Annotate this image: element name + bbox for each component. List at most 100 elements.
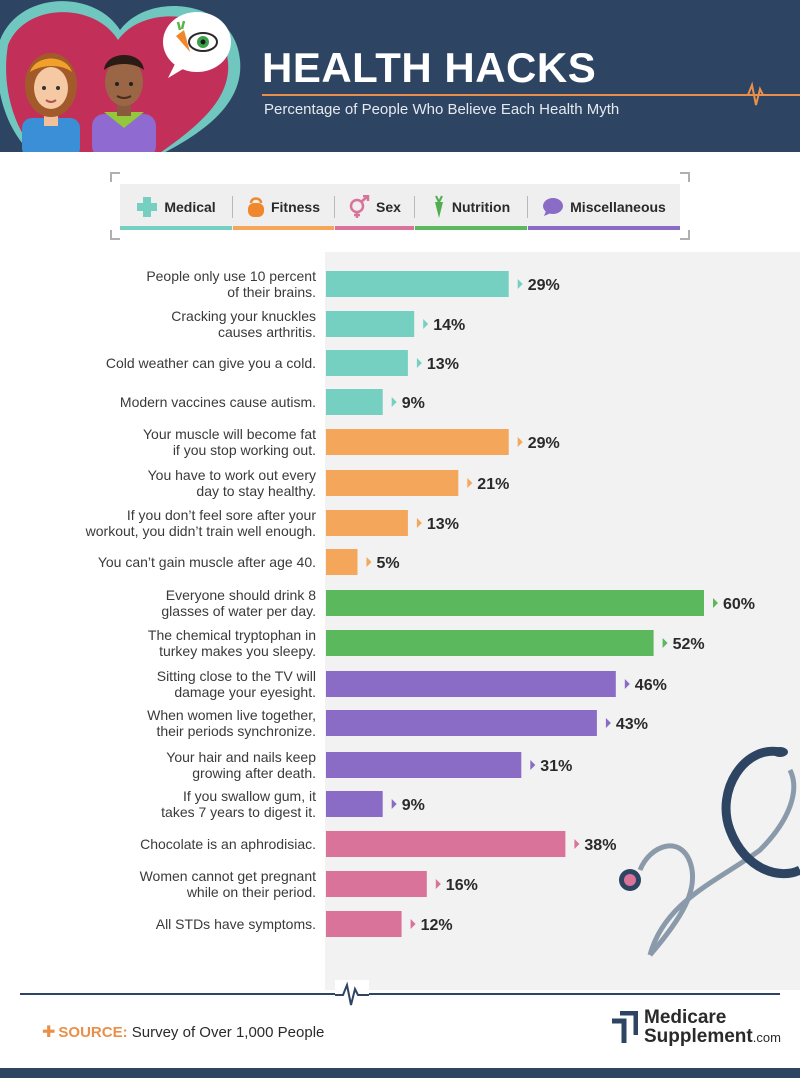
bar-pointer <box>416 518 422 528</box>
bar-pointer <box>713 598 718 608</box>
bar-group: 46% Sitting close to the TV will damage yo… <box>157 668 667 700</box>
bar-group: 9% If you swallow gum, it takes 7 years to… <box>161 788 425 820</box>
bar-pointer <box>517 279 523 289</box>
legend-item-nutrition: Nutrition <box>415 184 527 230</box>
thought-bubble <box>163 12 231 78</box>
heartbeat-pulse-icon <box>740 81 774 106</box>
data-label: 29% <box>528 435 560 452</box>
bar-group: 12% All STDs have symptoms. <box>156 911 453 937</box>
stethoscope-illustration <box>619 746 800 957</box>
legend-separator <box>232 196 233 218</box>
category-label: Sitting close to the TV will damage your … <box>157 668 316 700</box>
brand-logo: Medicare Supplement.com <box>610 1008 781 1047</box>
data-label: 5% <box>377 555 400 572</box>
data-label: 60% <box>723 596 755 613</box>
page-subtitle: Percentage of People Who Believe Each He… <box>264 101 620 118</box>
bar-pointer <box>423 319 429 329</box>
brand-text: Medicare Supplement.com <box>644 1008 781 1047</box>
category-label: People only use 10 percent of their brain… <box>146 268 316 300</box>
bar-group: 60% Everyone should drink 8 glasses of wat… <box>161 587 755 619</box>
gender-symbol-icon <box>349 195 370 218</box>
category-label: All STDs have symptoms. <box>156 916 316 932</box>
bar <box>326 630 654 656</box>
bar-group: 21% You have to work out every day to stay… <box>148 467 510 499</box>
carrot-icon <box>176 30 190 52</box>
header-banner: HEALTH HACKS Percentage of People Who Be… <box>0 0 800 152</box>
bar-pointer <box>391 397 397 407</box>
bar <box>326 791 383 817</box>
title-divider <box>262 94 800 96</box>
brand-line1: Medicare <box>644 1007 727 1028</box>
data-label: 29% <box>528 277 560 294</box>
category-label: You can’t gain muscle after age 40. <box>98 554 316 570</box>
category-label: Your hair and nails keep growing after de… <box>166 749 316 781</box>
bar-group: 14% Cracking your knuckles causes arthriti… <box>171 308 465 340</box>
bar <box>326 389 383 415</box>
footer-band <box>0 1068 800 1078</box>
data-label: 9% <box>402 395 425 412</box>
bar <box>326 510 408 536</box>
category-label: If you don’t feel sore after your workout… <box>85 507 317 539</box>
man-avatar <box>92 55 156 152</box>
category-label: The chemical tryptophan in turkey makes y… <box>148 627 316 659</box>
bar-group: 16% Women cannot get pregnant while on the… <box>140 868 478 900</box>
data-label: 13% <box>427 356 459 373</box>
data-label: 9% <box>402 797 425 814</box>
bar-group: 29% Your muscle will become fat if you sto… <box>143 426 560 458</box>
legend-item-medical: Medical <box>120 184 232 230</box>
category-label: You have to work out every day to stay he… <box>148 467 316 499</box>
bar <box>326 911 402 937</box>
bar-group: 43% When women live together, their period… <box>147 707 648 739</box>
category-label: Modern vaccines cause autism. <box>120 394 316 410</box>
data-label: 38% <box>584 837 616 854</box>
chart-legend: Medical Fitness Sex Nutrition Miscellane… <box>120 184 680 230</box>
bar <box>326 831 566 857</box>
legend-label: Medical <box>164 199 216 215</box>
bar <box>326 271 509 297</box>
brand-domain: .com <box>752 1030 781 1045</box>
legend-item-miscellaneous: Miscellaneous <box>528 184 680 230</box>
category-label: Women cannot get pregnant while on their … <box>140 868 317 900</box>
bar-pointer <box>624 679 630 689</box>
category-label: Cold weather can give you a cold. <box>106 355 316 371</box>
bar-pointer <box>391 799 397 809</box>
bar <box>326 671 616 697</box>
bar-pointer <box>410 919 416 929</box>
source-note: ✚ SOURCE: Survey of Over 1,000 People <box>42 1022 324 1042</box>
data-label: 52% <box>673 636 705 653</box>
plus-icon: ✚ <box>42 1024 56 1041</box>
bar <box>326 590 704 616</box>
bar <box>326 871 427 897</box>
bar <box>326 710 597 736</box>
data-label: 16% <box>446 877 478 894</box>
kettlebell-icon <box>247 197 264 217</box>
bar-pointer <box>416 358 422 368</box>
legend-separator <box>414 196 415 218</box>
bar-group: 13% If you don’t feel sore after your work… <box>85 507 459 539</box>
bar-group: 9% Modern vaccines cause autism. <box>120 389 425 415</box>
data-label: 12% <box>421 917 453 934</box>
bar-pointer <box>366 557 372 567</box>
category-label: Your muscle will become fat if you stop w… <box>143 426 316 458</box>
category-label: Everyone should drink 8 glasses of water … <box>161 587 316 619</box>
data-label: 21% <box>477 476 509 493</box>
legend-label: Nutrition <box>451 199 511 215</box>
bar <box>326 350 408 376</box>
medical-cross-icon <box>137 197 158 217</box>
data-label: 43% <box>616 716 648 733</box>
bar-group: 13% Cold weather can give you a cold. <box>106 350 459 376</box>
category-label: If you swallow gum, it takes 7 years to d… <box>161 788 316 820</box>
legend-separator <box>527 196 528 218</box>
speech-bubble-icon <box>543 198 564 216</box>
bar-pointer <box>662 638 668 648</box>
category-label: Cracking your knuckles causes arthritis. <box>171 308 316 340</box>
bar-pointer <box>517 437 523 447</box>
bar-pointer <box>530 760 536 770</box>
legend-item-sex: Sex <box>335 184 414 230</box>
bar-chart: 29% People only use 10 percent of their br… <box>85 268 800 957</box>
legend-label: Miscellaneous <box>570 199 666 215</box>
bar-pointer <box>435 879 441 889</box>
woman-avatar <box>22 53 80 152</box>
bar <box>326 311 415 337</box>
bar-pointer <box>605 718 611 728</box>
